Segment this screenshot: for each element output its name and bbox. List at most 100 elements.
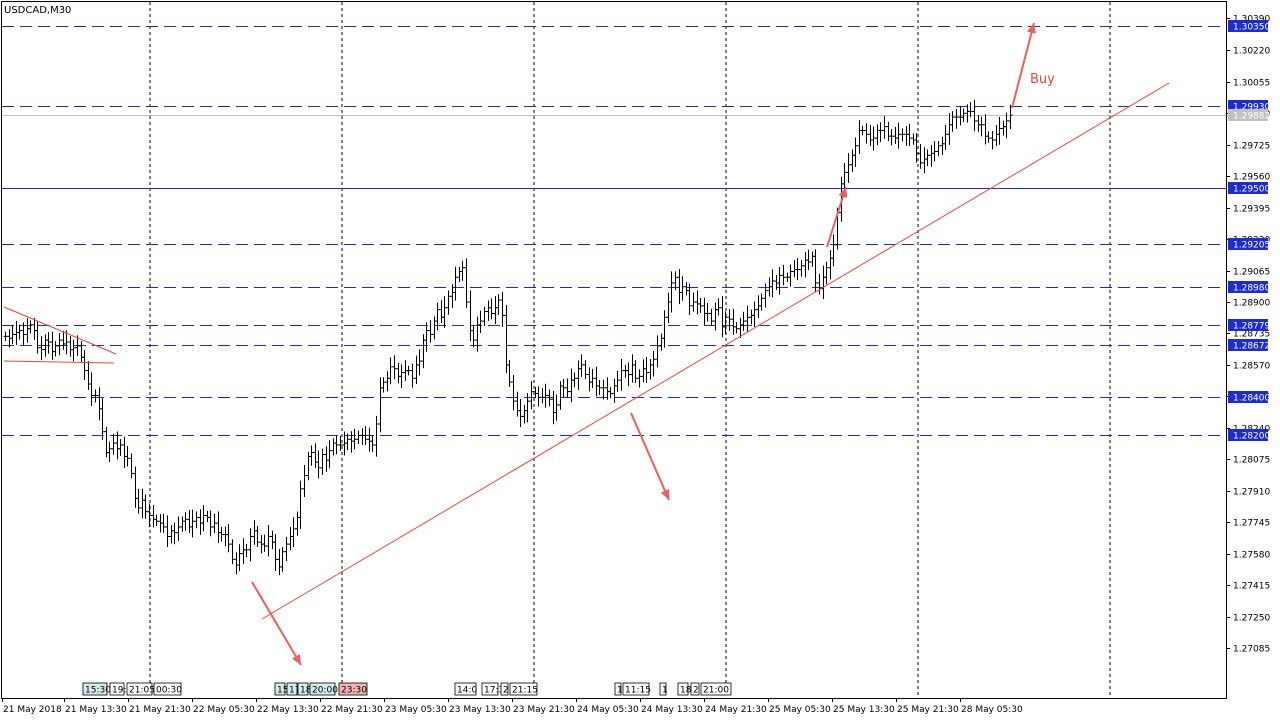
- time-marker: 1: [614, 682, 623, 696]
- candle: [356, 430, 361, 445]
- candle: [125, 445, 130, 467]
- time-marker-label: 18: [680, 686, 692, 696]
- candle: [201, 505, 206, 532]
- candle: [309, 445, 314, 466]
- candle: [496, 294, 501, 315]
- arrow-shaft: [630, 412, 670, 501]
- time-tick-label: 21 May 21:30: [129, 705, 191, 715]
- level-label-box: [1228, 339, 1268, 351]
- price-tick-label: 1.28075: [1233, 456, 1270, 466]
- candle: [363, 426, 368, 446]
- price-level-label: 1.28779: [1228, 319, 1270, 332]
- candle: [237, 544, 242, 571]
- time-marker: 19:: [109, 682, 126, 696]
- time-marker-label: 15: [277, 686, 288, 696]
- time-marker: 18: [297, 682, 312, 696]
- candle: [882, 116, 887, 139]
- chart-symbol-label: USDCAD,M30: [4, 5, 71, 16]
- price-tick-label: 1.29395: [1233, 205, 1270, 215]
- candle: [943, 124, 948, 150]
- candle: [71, 339, 76, 362]
- candle: [352, 428, 357, 450]
- arrow-shaft: [251, 581, 302, 666]
- candle: [806, 249, 811, 271]
- time-tick-label: 28 May 05:30: [961, 705, 1023, 715]
- candle: [777, 267, 782, 295]
- trend-annotations[interactable]: [3, 22, 1170, 666]
- price-tick-label: 1.27580: [1233, 551, 1270, 561]
- candle: [219, 526, 224, 542]
- candle: [298, 480, 303, 530]
- candle: [428, 320, 433, 343]
- candle: [842, 163, 847, 190]
- candle: [709, 308, 714, 326]
- candle: [986, 131, 991, 143]
- time-marker-label: 17: [289, 686, 300, 696]
- time-tick-label: 25 May 13:30: [833, 705, 895, 715]
- candle: [118, 439, 123, 456]
- candle: [35, 321, 40, 354]
- time-tick-label: 21 May 2018: [3, 705, 62, 715]
- candle: [626, 362, 631, 387]
- time-marker: 14:0: [454, 682, 477, 696]
- price-tick-label: 1.27910: [1233, 488, 1270, 498]
- candle: [536, 386, 541, 407]
- candle: [21, 322, 26, 347]
- candle: [453, 266, 458, 301]
- time-tick-label: 24 May 21:30: [705, 705, 767, 715]
- time-marker-label: 23:30: [341, 686, 367, 696]
- candle: [82, 350, 87, 380]
- time-marker: 17: [286, 682, 300, 696]
- time-axis[interactable]: 21 May 2018 21 May 13:30 21 May 21:30 22 Ma…: [2, 698, 1226, 715]
- candle: [17, 324, 22, 340]
- time-marker-box: [700, 682, 732, 696]
- candle: [655, 335, 660, 368]
- candle: [460, 260, 465, 281]
- uptrend-line: [261, 82, 1170, 620]
- time-marker-box: [454, 682, 477, 696]
- price-tick-label: 1.27745: [1233, 519, 1270, 529]
- time-marker-label: 17:3: [484, 686, 504, 696]
- candle: [972, 99, 977, 132]
- time-marker: 21:15: [509, 682, 538, 696]
- time-marker: 23:30: [338, 682, 368, 696]
- candles: [3, 99, 1013, 576]
- time-tick-label: 25 May 21:30: [897, 705, 959, 715]
- level-label-text: 1.29500: [1233, 185, 1270, 195]
- candle: [727, 309, 732, 331]
- price-tick-label: 1.28735: [1233, 330, 1270, 340]
- level-label-text: 1.28400: [1233, 394, 1270, 404]
- time-marker-label: 2: [503, 686, 509, 696]
- time-marker: 00:30: [153, 682, 182, 696]
- price-tick-label: 1.27415: [1233, 582, 1270, 592]
- time-markers: 15:30 19: 21:05 00:30 15 17 18 20:00 23:30 14:0 17…: [82, 682, 732, 696]
- candle: [28, 320, 33, 334]
- price-level-label: 1.28200: [1228, 429, 1270, 442]
- candle: [107, 441, 112, 462]
- candle: [3, 331, 8, 342]
- candle: [244, 543, 249, 557]
- level-label-text: 1.28672: [1233, 342, 1270, 352]
- time-marker-box: [109, 682, 125, 696]
- price-tick-label: 1.29725: [1233, 142, 1270, 152]
- candle: [334, 436, 339, 455]
- candle: [10, 325, 15, 345]
- candle: [129, 453, 134, 479]
- candle: [824, 261, 829, 285]
- time-marker-box: [481, 682, 499, 696]
- price-tick-label: 1.27085: [1233, 645, 1270, 655]
- candle: [925, 149, 930, 167]
- candle: [1008, 104, 1013, 130]
- candle: [143, 494, 148, 519]
- level-label-text: 1.29205: [1233, 241, 1270, 251]
- candle: [914, 132, 919, 163]
- candle: [907, 123, 912, 147]
- candle: [93, 389, 98, 403]
- time-tick-label: 22 May 05:30: [193, 705, 255, 715]
- candle: [165, 515, 170, 547]
- time-marker: 2: [690, 682, 700, 696]
- candle: [871, 126, 876, 151]
- candle: [212, 513, 217, 533]
